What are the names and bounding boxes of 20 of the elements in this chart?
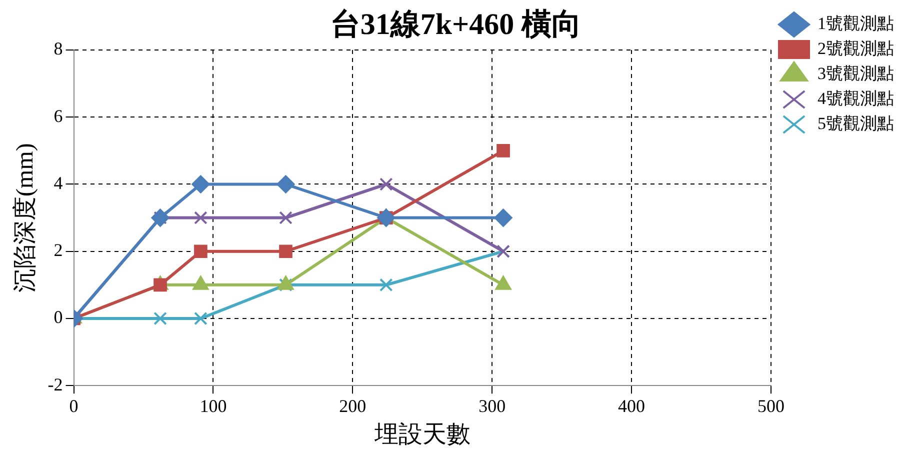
chart-title: 台31線7k+460 橫向: [330, 8, 582, 41]
x-tick-label: 0: [69, 396, 78, 416]
legend-label: 3號觀測點: [818, 64, 894, 83]
y-tick-label: 6: [54, 106, 63, 126]
y-tick-label: 0: [54, 307, 63, 328]
legend-label: 5號觀測點: [818, 114, 894, 133]
legend-label: 2號觀測點: [818, 38, 894, 58]
y-tick-label: 4: [54, 172, 63, 193]
y-axis-title: 沉陷深度(mm): [12, 143, 39, 292]
x-axis-title: 埋設天數: [373, 422, 470, 448]
x-tick-label: 100: [200, 396, 227, 416]
legend-label: 4號觀測點: [818, 88, 894, 108]
x-tick-label: 400: [618, 396, 646, 416]
x-tick-label: 200: [339, 396, 366, 416]
x-tick-label: 500: [758, 396, 784, 416]
x-tick-label: 300: [478, 396, 506, 416]
legend-label: 1號觀測點: [818, 14, 894, 33]
y-tick-label: -2: [48, 374, 63, 394]
y-tick-label: 8: [54, 38, 63, 59]
y-tick-label: 2: [54, 240, 63, 260]
